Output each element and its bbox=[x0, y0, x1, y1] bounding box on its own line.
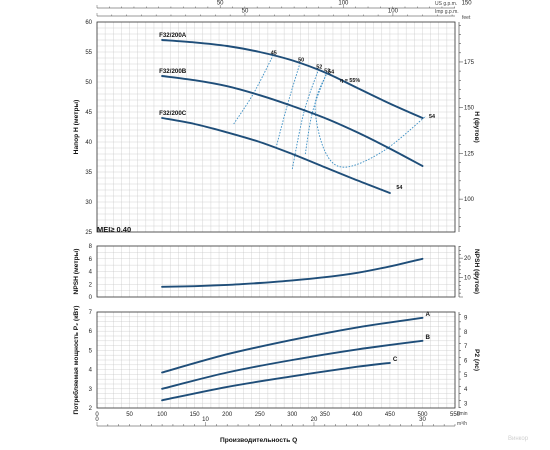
npsh-ytick-label-2: 2 bbox=[89, 282, 93, 288]
efficiency-label-45: 45 bbox=[271, 51, 277, 57]
npsh-curve-0 bbox=[161, 257, 424, 288]
head-curve-F32/200A bbox=[161, 39, 424, 119]
power-ytick-label-7: 7 bbox=[89, 310, 93, 316]
npsh-right-tick-label-20: 20 bbox=[464, 256, 471, 262]
power-curve-B bbox=[161, 339, 424, 390]
power-ytick-label-2: 2 bbox=[89, 406, 93, 412]
power-right-tick-label-5: 5 bbox=[464, 373, 468, 379]
power-curve-A bbox=[161, 316, 424, 374]
power-curve-C bbox=[161, 361, 391, 402]
head-curve-label-F32/200C: F32/200C bbox=[159, 110, 187, 117]
power-curve-label-B: B bbox=[425, 334, 430, 341]
power-xtick-label-450: 450 bbox=[385, 412, 396, 418]
npsh-y-label: NPSH (метры) bbox=[73, 249, 80, 295]
power-right-tick-label-8: 8 bbox=[464, 330, 468, 336]
head-right-tick-label-175: 175 bbox=[464, 60, 475, 66]
power-curve-label-C: C bbox=[393, 356, 398, 363]
power-ytick-label-3: 3 bbox=[89, 387, 93, 393]
head-panel: 25 30 35 40 45 50 55 60 Напор H (метры) H (футов)… bbox=[73, 1, 480, 237]
head-right-unit: feet bbox=[462, 15, 471, 21]
power-xtick-label-100: 100 bbox=[157, 412, 168, 418]
m3h-tick-label-20: 20 bbox=[311, 417, 318, 423]
m3h-tick-label-30: 30 bbox=[419, 417, 426, 423]
power-xtick-label-400: 400 bbox=[352, 412, 363, 418]
power-right-tick-label-3: 3 bbox=[464, 401, 468, 407]
bottom-flow-axis: 0 10 20 30 m³/h bbox=[95, 417, 467, 427]
power-curve-label-A: A bbox=[425, 311, 430, 318]
head-y-label-right: H (футов) bbox=[473, 111, 480, 143]
m3h-unit: m³/h bbox=[457, 421, 467, 427]
head-right-tick-label-125: 125 bbox=[464, 151, 475, 157]
top-us-tick-label-100: 100 bbox=[338, 1, 349, 7]
efficiency-end-label-0: 54 bbox=[429, 114, 435, 120]
head-ytick-label-60: 60 bbox=[85, 20, 92, 26]
efficiency-label-52: 52 bbox=[316, 65, 322, 71]
power-ytick-label-5: 5 bbox=[89, 348, 93, 354]
head-ytick-label-55: 55 bbox=[85, 50, 92, 56]
npsh-ytick-label-8: 8 bbox=[89, 244, 93, 250]
power-right-tick-label-4: 4 bbox=[464, 387, 468, 393]
x-axis-label: Производительность Q bbox=[220, 437, 297, 444]
head-right-tick-label-100: 100 bbox=[464, 197, 475, 203]
head-ytick-label-50: 50 bbox=[85, 80, 92, 86]
head-ytick-label-40: 40 bbox=[85, 140, 92, 146]
mei-annotation: MEI≥ 0.40 bbox=[97, 225, 131, 234]
efficiency-note: η = 55% bbox=[340, 78, 360, 84]
top-imp-unit: Imp g.p.m. bbox=[435, 9, 459, 15]
head-y-label: Напор H (метры) bbox=[73, 100, 80, 155]
npsh-ytick-label-6: 6 bbox=[89, 257, 93, 263]
power-right-tick-label-9: 9 bbox=[464, 316, 468, 322]
head-frame bbox=[96, 21, 456, 233]
power-xtick-label-200: 200 bbox=[222, 412, 233, 418]
power-xtick-label-350: 350 bbox=[320, 412, 331, 418]
power-ytick-label-4: 4 bbox=[89, 368, 93, 374]
efficiency-curve-50 bbox=[275, 62, 301, 149]
efficiency-curve-54 bbox=[314, 74, 426, 168]
efficiency-label-50: 50 bbox=[298, 57, 304, 63]
power-y-label-right: P2 (лс) bbox=[473, 349, 480, 371]
npsh-right-tick-label-10: 10 bbox=[464, 276, 471, 282]
head-ytick-label-45: 45 bbox=[85, 110, 92, 116]
npsh-ytick-label-4: 4 bbox=[89, 270, 93, 276]
power-ytick-label-6: 6 bbox=[89, 329, 93, 335]
power-xtick-label-50: 50 bbox=[126, 412, 133, 418]
power-frame bbox=[96, 311, 456, 409]
power-xtick-label-250: 250 bbox=[255, 412, 266, 418]
power-panel: 2 3 4 5 6 7 Потребляемая мощность P₂ (кВт) P2 (… bbox=[72, 306, 480, 418]
top-us-tick-label-50: 50 bbox=[217, 1, 224, 7]
power-xtick-label-0: 0 bbox=[95, 412, 99, 418]
m3h-tick-label-10: 10 bbox=[202, 417, 209, 423]
npsh-frame bbox=[96, 245, 456, 298]
head-curve-label-F32/200B: F32/200B bbox=[159, 68, 187, 75]
npsh-panel: 0 2 4 6 8 NPSH (метры) NPSH (футов)10 20 bbox=[73, 244, 480, 301]
npsh-y-label-right: NPSH (футов) bbox=[473, 249, 480, 294]
top-imp-tick-label-50: 50 bbox=[242, 9, 249, 15]
head-ytick-label-30: 30 bbox=[85, 200, 92, 206]
top-us-unit: US g.p.m. bbox=[435, 1, 457, 7]
power-xtick-label-550: 550 bbox=[450, 412, 461, 418]
power-xtick-label-150: 150 bbox=[190, 412, 201, 418]
efficiency-curve-53 bbox=[304, 74, 327, 155]
m3h-tick-label-0: 0 bbox=[95, 417, 99, 423]
head-ytick-label-35: 35 bbox=[85, 170, 92, 176]
power-x-unit: l/min bbox=[457, 411, 468, 417]
head-curve-F32/200B bbox=[161, 75, 424, 167]
power-right-tick-label-7: 7 bbox=[464, 344, 468, 350]
power-y-label: Потребляемая мощность P₂ (кВт) bbox=[72, 306, 80, 415]
npsh-ytick-label-0: 0 bbox=[89, 295, 93, 301]
top-imp-tick-label-100: 100 bbox=[388, 9, 399, 15]
efficiency-label-54: 54 bbox=[328, 69, 334, 75]
head-right-tick-label-150: 150 bbox=[464, 106, 475, 112]
head-ytick-label-25: 25 bbox=[85, 230, 92, 236]
head-curve-F32/200C bbox=[161, 117, 391, 194]
efficiency-label-53: 53 bbox=[324, 69, 330, 75]
head-curve-label-F32/200A: F32/200A bbox=[159, 32, 187, 39]
power-right-tick-label-6: 6 bbox=[464, 358, 468, 364]
efficiency-end-label-1: 54 bbox=[396, 185, 402, 191]
top-us-tick-label-150: 150 bbox=[462, 1, 473, 7]
power-xtick-label-300: 300 bbox=[287, 412, 298, 418]
watermark: Винкор bbox=[508, 436, 529, 442]
power-xtick-label-500: 500 bbox=[417, 412, 428, 418]
